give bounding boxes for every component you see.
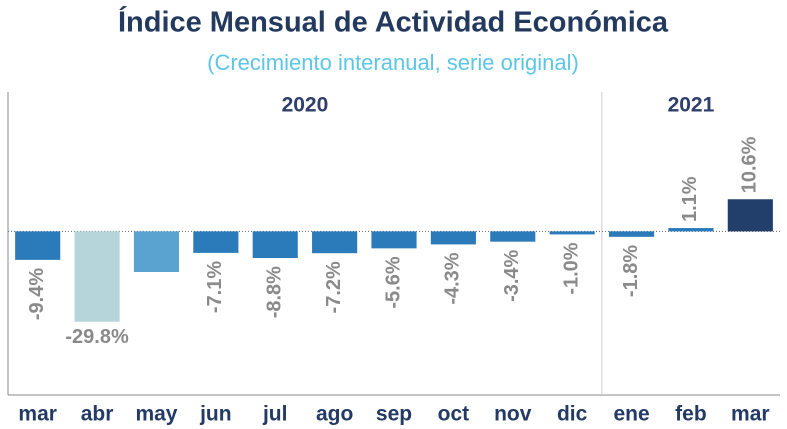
- value-label: -4.3%: [442, 252, 464, 304]
- bar: [490, 231, 536, 242]
- value-label: -8.8%: [264, 266, 286, 318]
- x-tick-label: mar: [731, 403, 770, 426]
- x-tick-label: jun: [199, 403, 232, 426]
- group-label: 2020: [282, 94, 329, 117]
- bar: [193, 231, 239, 253]
- bar: [430, 231, 476, 245]
- value-label: -29.8%: [65, 326, 129, 348]
- value-label: -7.1%: [204, 261, 226, 313]
- value-label: -7.2%: [323, 261, 345, 313]
- x-tick-label: ago: [316, 403, 353, 426]
- value-label: 1.1%: [679, 176, 701, 222]
- chart-subtitle: (Crecimiento interanual, serie original): [207, 50, 579, 75]
- value-label: -1.8%: [620, 245, 642, 297]
- x-tick-label: dic: [557, 403, 588, 426]
- bar: [252, 231, 298, 259]
- bar: [74, 231, 120, 322]
- bar: [668, 228, 714, 232]
- bar: [727, 199, 773, 232]
- value-label: 10.6%: [739, 136, 761, 193]
- x-tick-label: oct: [438, 403, 470, 426]
- value-label: -9.4%: [26, 268, 48, 320]
- chart-title: Índice Mensual de Actividad Económica: [118, 5, 669, 39]
- x-tick-label: ene: [613, 403, 649, 426]
- value-label: -1.0%: [560, 242, 582, 294]
- bar: [15, 231, 61, 260]
- bar: [608, 231, 655, 237]
- bar: [133, 231, 180, 272]
- bar: [371, 231, 417, 249]
- value-label: -3.4%: [501, 249, 523, 301]
- x-tick-label: sep: [376, 403, 412, 426]
- x-tick-label: nov: [494, 403, 532, 426]
- group-label: 2021: [668, 94, 715, 117]
- bar: [312, 231, 358, 254]
- bar: [549, 231, 595, 235]
- x-tick-label: mar: [18, 403, 57, 426]
- value-label: -5.6%: [382, 256, 404, 308]
- x-tick-label: may: [135, 403, 177, 426]
- x-tick-label: jul: [262, 403, 288, 426]
- x-tick-label: feb: [675, 403, 707, 426]
- x-tick-label: abr: [81, 403, 114, 426]
